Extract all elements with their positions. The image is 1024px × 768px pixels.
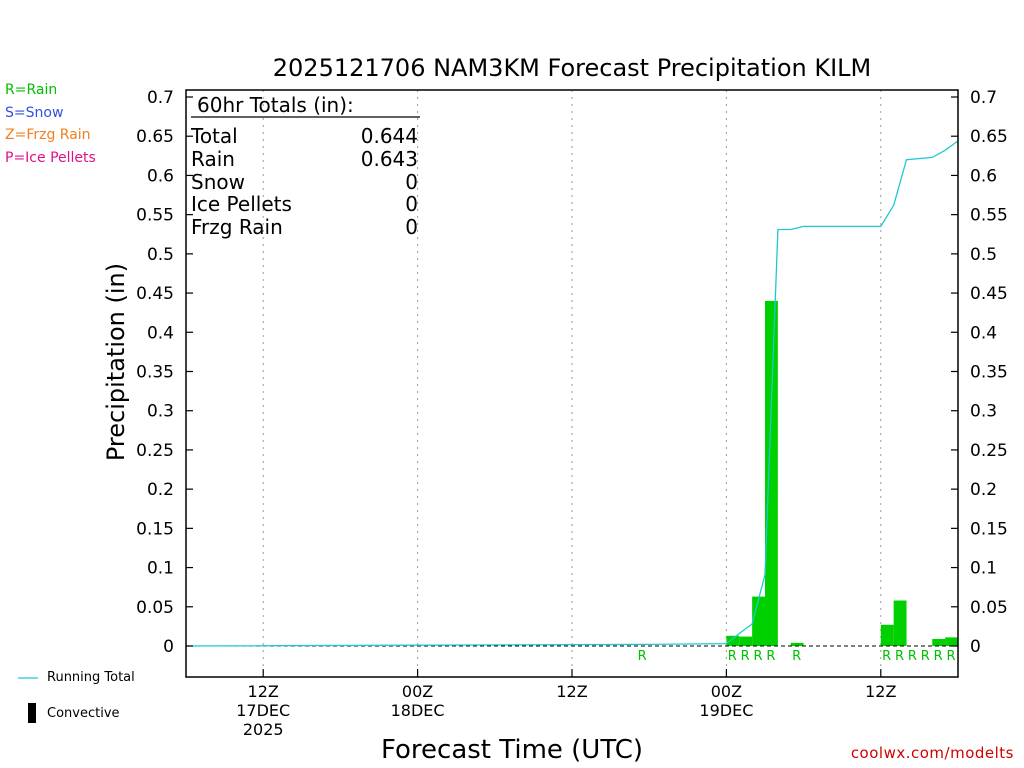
- y-tick-label-right: 0.7: [970, 88, 997, 108]
- precip-bar: [790, 642, 804, 646]
- y-tick-label-right: 0.5: [970, 245, 997, 265]
- y-tick-label-right: 0.6: [970, 166, 997, 186]
- key-snow: S=Snow: [5, 105, 64, 121]
- y-tick-label-right: 0.05: [970, 598, 1008, 618]
- running-total-line: [185, 140, 959, 647]
- precip-bar: [726, 635, 740, 646]
- y-tick-label-right: 0.45: [970, 284, 1008, 304]
- y-tick-label-left: 0.55: [136, 206, 174, 226]
- precip-bar: [752, 596, 765, 646]
- precip-type-marker: R: [792, 649, 801, 664]
- totals-value-ice-pellets: 0: [405, 192, 418, 216]
- y-tick-label-left: 0.4: [147, 323, 174, 343]
- y-tick-label-left: 0.7: [147, 88, 174, 108]
- precip-bar: [765, 300, 778, 646]
- totals-value-snow: 0: [405, 170, 418, 194]
- y-tick-label-left: 0.15: [136, 519, 174, 539]
- y-tick-label-left: 0: [163, 637, 174, 657]
- key-ice-pellets: P=Ice Pellets: [5, 150, 96, 166]
- y-tick-label-left: 0.1: [147, 559, 174, 579]
- y-tick-label-left: 0.6: [147, 166, 174, 186]
- y-tick-label-right: 0.15: [970, 519, 1008, 539]
- y-tick-label-left: 0.3: [147, 402, 174, 422]
- totals-box: 60hr Totals (in): Total 0.644 Rain 0.643…: [190, 93, 420, 239]
- x-tick-label: 12Z: [248, 682, 279, 701]
- precip-type-marker: R: [882, 649, 891, 664]
- precip-type-marker: R: [728, 649, 737, 664]
- y-tick-label-left: 0.25: [136, 441, 174, 461]
- y-tick-label-left: 0.05: [136, 598, 174, 618]
- totals-value-frzg-rain: 0: [405, 215, 418, 239]
- precip-bar: [739, 636, 753, 646]
- convective-swatch: [28, 703, 36, 723]
- key-rain: R=Rain: [5, 82, 58, 98]
- y-tick-label-right: 0: [970, 637, 981, 657]
- y-tick-label-right: 0.55: [970, 206, 1008, 226]
- legend-convective: Convective: [47, 706, 120, 721]
- precip-type-marker: R: [741, 649, 750, 664]
- x-axis-label: Forecast Time (UTC): [381, 735, 643, 765]
- precip-type-marker: R: [934, 649, 943, 664]
- y-tick-label-right: 0.35: [970, 363, 1008, 383]
- x-tick-label: 19DEC: [699, 701, 753, 720]
- key-frzg-rain: Z=Frzg Rain: [5, 127, 91, 143]
- x-tick-label: 00Z: [711, 682, 742, 701]
- totals-value-total: 0.644: [361, 124, 418, 148]
- chart-title: 2025121706 NAM3KM Forecast Precipitation…: [273, 54, 871, 82]
- y-tick-label-right: 0.4: [970, 323, 997, 343]
- precip-bar: [945, 637, 958, 646]
- y-tick-label-right: 0.2: [970, 480, 997, 500]
- bars-layer: [726, 300, 958, 646]
- precip-type-marker: R: [921, 649, 930, 664]
- y-tick-label-right: 0.3: [970, 402, 997, 422]
- x-tick-label: 12Z: [556, 682, 587, 701]
- totals-header: 60hr Totals (in):: [197, 93, 354, 117]
- plot-frame: [185, 89, 959, 678]
- totals-label-ice-pellets: Ice Pellets: [191, 192, 292, 216]
- y-tick-label-right: 0.1: [970, 559, 997, 579]
- legend-running-total: Running Total: [47, 670, 135, 685]
- x-tick-label: 17DEC: [236, 701, 290, 720]
- y-axis-label: Precipitation (in): [102, 263, 130, 461]
- precip-bar: [880, 624, 894, 646]
- running-total-layer: [185, 140, 959, 647]
- precip-type-marker: R: [895, 649, 904, 664]
- precip-type-marker: R: [766, 649, 775, 664]
- totals-value-rain: 0.643: [361, 147, 418, 171]
- y-tick-label-right: 0.65: [970, 127, 1008, 147]
- y-tick-label-left: 0.35: [136, 363, 174, 383]
- precip-type-marker: R: [946, 649, 955, 664]
- x-tick-label: 12Z: [865, 682, 896, 701]
- totals-label-rain: Rain: [191, 147, 235, 171]
- precip-bar: [893, 600, 907, 646]
- precip-type-marker: R: [638, 649, 647, 664]
- y-tick-label-left: 0.5: [147, 245, 174, 265]
- precip-type-marker: R: [753, 649, 762, 664]
- x-tick-label: 18DEC: [391, 701, 445, 720]
- precip-type-marker: R: [908, 649, 917, 664]
- y-tick-label-left: 0.45: [136, 284, 174, 304]
- y-tick-label-right: 0.25: [970, 441, 1008, 461]
- x-tick-label: 2025: [243, 720, 284, 739]
- totals-label-frzg-rain: Frzg Rain: [191, 215, 283, 239]
- y-tick-label-left: 0.65: [136, 127, 174, 147]
- totals-label-snow: Snow: [191, 170, 245, 194]
- precip-bar: [932, 638, 946, 646]
- grid-lines: [262, 90, 882, 677]
- x-tick-label: 00Z: [402, 682, 433, 701]
- totals-label-total: Total: [190, 124, 238, 148]
- y-tick-label-left: 0.2: [147, 480, 174, 500]
- credit-link[interactable]: coolwx.com/modelts: [850, 744, 1014, 762]
